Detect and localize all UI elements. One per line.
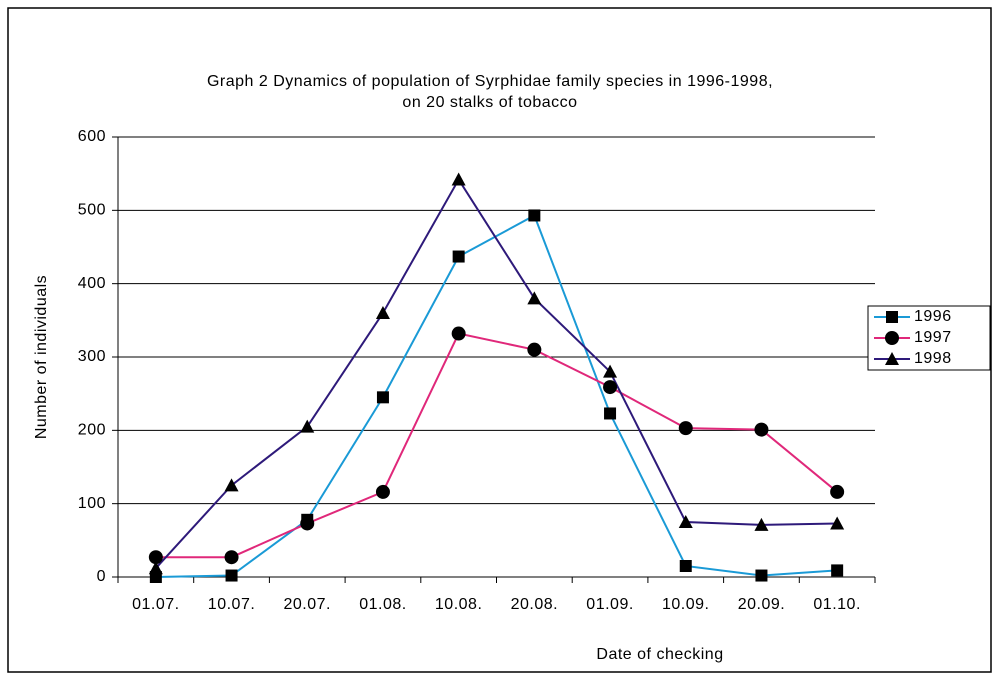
x-tick-label: 10.08. [435,596,482,613]
marker-triangle [375,306,390,319]
marker-circle [830,484,845,499]
y-tick-label: 0 [97,568,106,585]
chart-title: on 20 stalks of tobacco [402,94,577,111]
marker-triangle [885,352,899,365]
marker-circle [527,342,542,357]
marker-triangle [224,478,239,492]
marker-triangle [754,517,769,531]
y-tick-label: 300 [78,348,106,365]
x-tick-label: 01.09. [586,596,633,613]
marker-circle [224,550,239,565]
y-tick-label: 500 [78,202,106,219]
marker-circle [148,550,163,565]
y-tick-label: 400 [78,275,106,292]
marker-triangle [451,172,466,186]
marker-triangle [148,561,163,575]
marker-triangle [527,291,542,305]
x-axis-title: Date of checking [596,646,723,663]
marker-circle [754,422,769,437]
x-tick-label: 01.10. [813,596,860,613]
marker-square [452,250,465,263]
legend-label: 1998 [914,350,952,367]
x-tick-label: 10.09. [662,596,709,613]
marker-square [679,560,692,572]
legend-label: 1997 [914,329,952,346]
x-tick-label: 01.07. [132,596,179,613]
x-tick-label: 01.08. [359,596,406,613]
marker-triangle [830,516,845,530]
y-tick-label: 100 [78,495,106,512]
marker-circle [375,484,390,499]
marker-square [604,407,617,420]
x-tick-label: 10.07. [208,596,255,613]
marker-square [225,569,238,582]
marker-circle [603,380,618,395]
marker-square [376,391,389,404]
legend-label: 1996 [914,308,952,325]
series-line [155,214,838,578]
y-tick-label: 200 [78,422,106,439]
x-tick-label: 20.09. [738,596,785,613]
y-axis-title: Number of individuals [33,275,50,439]
marker-square [755,569,768,582]
marker-circle [300,516,315,531]
x-tick-label: 20.08. [511,596,558,613]
marker-circle [885,331,899,345]
y-tick-label: 600 [78,128,106,145]
chart-border [7,7,992,673]
chart-title: Graph 2 Dynamics of population of Syrphi… [207,73,773,90]
marker-triangle [300,419,315,433]
marker-triangle [603,364,618,378]
marker-square [528,209,541,222]
series-line [155,332,838,559]
series-line [155,177,838,569]
marker-circle [451,326,466,341]
marker-triangle [678,515,693,528]
marker-circle [678,421,693,436]
marker-square [886,311,898,323]
x-tick-label: 20.07. [284,596,331,613]
marker-square [831,564,844,577]
